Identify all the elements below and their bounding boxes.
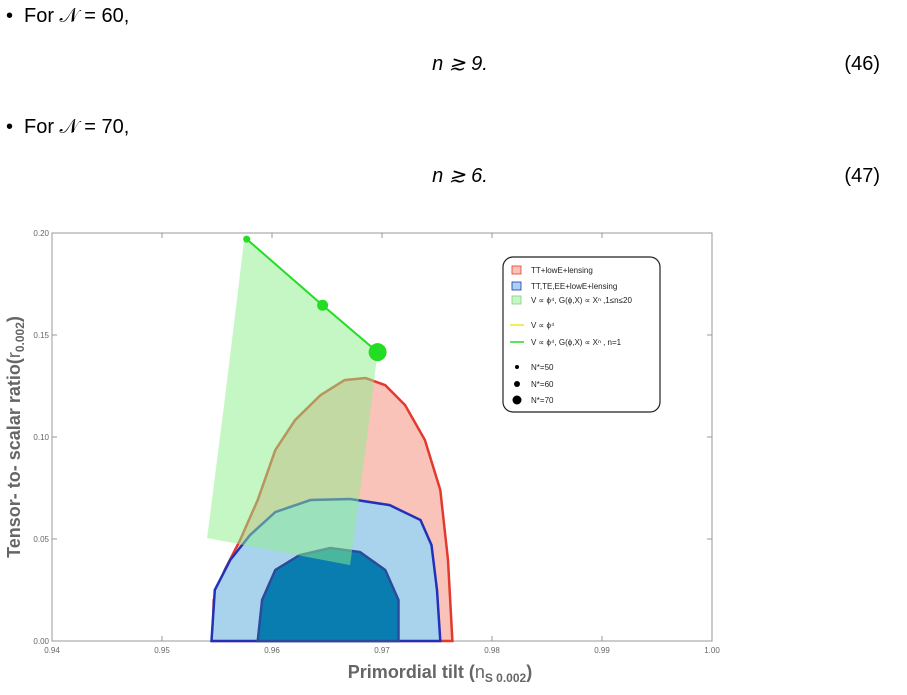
y-label-end: ) — [4, 316, 24, 322]
y-label: Tensor- to- scalar ratio( — [4, 358, 24, 558]
legend-label: N*=70 — [531, 396, 554, 405]
legend-marker — [515, 365, 519, 369]
y-tick-label: 0.20 — [33, 229, 49, 238]
legend-swatch — [511, 295, 522, 305]
y-tick-label: 0.10 — [33, 433, 49, 442]
equation-number: (47) — [844, 165, 880, 187]
legend-marker — [512, 395, 522, 405]
y-label-sub: 0.002 — [13, 322, 27, 352]
y-label-var: r — [4, 352, 24, 358]
x-label-sub: S 0.002 — [485, 671, 527, 685]
y-tick-label: 0.00 — [33, 637, 49, 646]
legend-label: TT+lowE+lensing — [531, 266, 593, 275]
model-point — [317, 299, 329, 311]
x-tick-label: 0.99 — [594, 646, 610, 655]
legend-marker — [514, 381, 520, 387]
y-tick-label: 0.15 — [33, 331, 49, 340]
document-text: • For 𝒩 = 60, n ≳ 9. (46) • For 𝒩 = 70, … — [6, 5, 880, 187]
x-tick-label: 0.94 — [44, 646, 60, 655]
y-axis-label: Tensor- to- scalar ratio(r0.002) — [4, 316, 27, 558]
x-tick-label: 0.95 — [154, 646, 170, 655]
item-text: For 𝒩 = 70, — [24, 116, 129, 138]
legend-label: V ∝ ϕ⁴ — [531, 321, 555, 330]
x-label-end: ) — [526, 662, 532, 682]
x-tick-label: 0.98 — [484, 646, 500, 655]
x-tick-label: 0.96 — [264, 646, 280, 655]
y-tick-label: 0.05 — [33, 535, 49, 544]
legend-label: N*=60 — [531, 380, 554, 389]
legend-swatch — [511, 281, 522, 291]
legend-swatch — [511, 265, 522, 275]
legend-box — [502, 256, 661, 413]
item-text: For 𝒩 = 60, — [24, 5, 129, 27]
bullet: • — [6, 5, 13, 27]
equation: n ≳ 9. — [432, 53, 488, 75]
x-label: Primordial tilt ( — [348, 662, 475, 682]
bullet: • — [6, 116, 13, 138]
model-point — [243, 235, 251, 243]
legend-label: V ∝ ϕ⁴, G(ϕ,X) ∝ Xⁿ ,1≤n≤20 — [531, 296, 632, 305]
x-tick-label: 1.00 — [704, 646, 720, 655]
model-point — [368, 343, 387, 362]
x-label-var: n — [475, 662, 485, 682]
equation-number: (46) — [844, 53, 880, 75]
legend-label: N*=50 — [531, 363, 554, 372]
x-axis-label: Primordial tilt (nS 0.002) — [348, 662, 532, 685]
equation: n ≳ 6. — [432, 165, 488, 187]
contour-region — [207, 237, 378, 566]
legend-label: TT,TE,EE+lowE+lensing — [531, 282, 617, 291]
x-tick-label: 0.97 — [374, 646, 390, 655]
plot: 0.94 0.95 0.96 0.97 0.98 0.99 1.00 0.00 0.05 0.10… — [33, 229, 720, 655]
legend-label: V ∝ ϕ⁴, G(ϕ,X) ∝ Xⁿ , n=1 — [531, 338, 622, 347]
